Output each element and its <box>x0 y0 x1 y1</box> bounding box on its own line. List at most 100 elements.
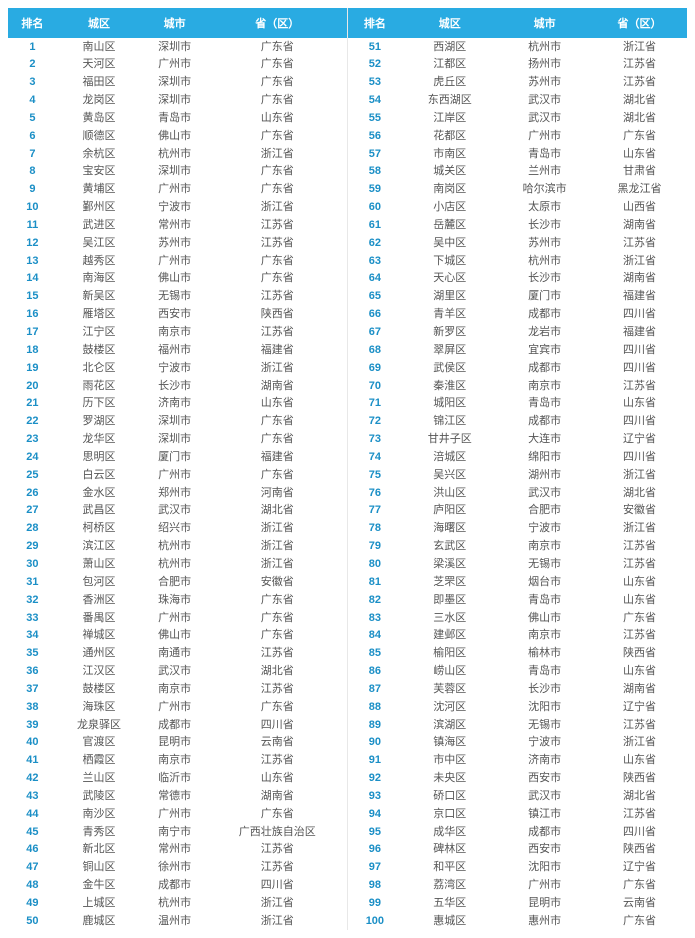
cell-rank: 61 <box>348 216 403 234</box>
cell-rank: 59 <box>348 181 403 199</box>
cell-rank: 76 <box>348 484 403 502</box>
cell-rank: 99 <box>348 895 403 913</box>
cell-city: 青岛市 <box>497 145 592 163</box>
cell-district: 花都区 <box>402 127 497 145</box>
col-province: 省（区） <box>208 8 347 38</box>
cell-district: 惠城区 <box>402 912 497 930</box>
cell-rank: 78 <box>348 520 403 538</box>
cell-city: 温州市 <box>141 912 208 930</box>
cell-city: 广州市 <box>141 466 208 484</box>
cell-province: 湖北省 <box>592 787 687 805</box>
cell-province: 江苏省 <box>592 555 687 573</box>
cell-district: 青羊区 <box>402 306 497 324</box>
cell-province: 山东省 <box>208 770 347 788</box>
cell-district: 江汉区 <box>57 663 142 681</box>
cell-city: 武汉市 <box>497 484 592 502</box>
cell-district: 越秀区 <box>57 252 142 270</box>
cell-rank: 21 <box>8 395 57 413</box>
cell-province: 浙江省 <box>592 466 687 484</box>
cell-rank: 30 <box>8 555 57 573</box>
cell-province: 湖南省 <box>592 270 687 288</box>
cell-rank: 35 <box>8 645 57 663</box>
table-row: 93硚口区武汉市湖北省 <box>348 787 688 805</box>
ranking-table-right: 排名 城区 城市 省（区） 51西湖区杭州市浙江省52江都区扬州市江苏省53虎丘… <box>348 8 688 930</box>
cell-province: 湖南省 <box>592 216 687 234</box>
cell-province: 广西壮族自治区 <box>208 823 347 841</box>
cell-province: 四川省 <box>592 341 687 359</box>
table-row: 71城阳区青岛市山东省 <box>348 395 688 413</box>
cell-rank: 20 <box>8 377 57 395</box>
cell-rank: 11 <box>8 216 57 234</box>
cell-province: 广东省 <box>208 163 347 181</box>
cell-city: 杭州市 <box>141 895 208 913</box>
cell-district: 南沙区 <box>57 805 142 823</box>
table-row: 1南山区深圳市广东省 <box>8 38 347 56</box>
cell-rank: 34 <box>8 627 57 645</box>
table-row: 97和平区沈阳市辽宁省 <box>348 859 688 877</box>
cell-rank: 63 <box>348 252 403 270</box>
table-row: 32香洲区珠海市广东省 <box>8 591 347 609</box>
cell-province: 江苏省 <box>592 56 687 74</box>
cell-district: 西湖区 <box>402 38 497 56</box>
cell-district: 下城区 <box>402 252 497 270</box>
table-row: 18鼓楼区福州市福建省 <box>8 341 347 359</box>
cell-city: 广州市 <box>141 181 208 199</box>
table-row: 36江汉区武汉市湖北省 <box>8 663 347 681</box>
cell-city: 合肥市 <box>141 573 208 591</box>
cell-province: 陕西省 <box>592 841 687 859</box>
cell-province: 浙江省 <box>592 734 687 752</box>
cell-district: 余杭区 <box>57 145 142 163</box>
cell-city: 厦门市 <box>141 448 208 466</box>
table-row: 88沈河区沈阳市辽宁省 <box>348 698 688 716</box>
cell-rank: 75 <box>348 466 403 484</box>
cell-province: 山东省 <box>208 109 347 127</box>
cell-city: 南京市 <box>141 752 208 770</box>
cell-city: 湖州市 <box>497 466 592 484</box>
cell-district: 香洲区 <box>57 591 142 609</box>
table-row: 85榆阳区榆林市陕西省 <box>348 645 688 663</box>
table-row: 44南沙区广州市广东省 <box>8 805 347 823</box>
cell-district: 黄岛区 <box>57 109 142 127</box>
cell-city: 无锡市 <box>497 716 592 734</box>
cell-rank: 87 <box>348 680 403 698</box>
cell-province: 江苏省 <box>592 538 687 556</box>
cell-rank: 28 <box>8 520 57 538</box>
cell-rank: 40 <box>8 734 57 752</box>
cell-province: 福建省 <box>592 324 687 342</box>
table-row: 37鼓楼区南京市江苏省 <box>8 680 347 698</box>
cell-city: 沈阳市 <box>497 859 592 877</box>
cell-rank: 64 <box>348 270 403 288</box>
cell-province: 广东省 <box>208 805 347 823</box>
cell-province: 广东省 <box>208 413 347 431</box>
table-row: 66青羊区成都市四川省 <box>348 306 688 324</box>
cell-province: 江苏省 <box>592 805 687 823</box>
cell-city: 成都市 <box>497 413 592 431</box>
cell-city: 成都市 <box>497 359 592 377</box>
table-row: 77庐阳区合肥市安徽省 <box>348 502 688 520</box>
table-row: 67新罗区龙岩市福建省 <box>348 324 688 342</box>
cell-province: 江苏省 <box>208 752 347 770</box>
cell-province: 江苏省 <box>592 377 687 395</box>
table-row: 28柯桥区绍兴市浙江省 <box>8 520 347 538</box>
cell-district: 未央区 <box>402 770 497 788</box>
cell-district: 顺德区 <box>57 127 142 145</box>
table-row: 55江岸区武汉市湖北省 <box>348 109 688 127</box>
table-row: 98荔湾区广州市广东省 <box>348 877 688 895</box>
cell-district: 吴中区 <box>402 234 497 252</box>
cell-rank: 92 <box>348 770 403 788</box>
cell-province: 广东省 <box>208 270 347 288</box>
cell-district: 五华区 <box>402 895 497 913</box>
cell-city: 成都市 <box>497 306 592 324</box>
table-row: 100惠城区惠州市广东省 <box>348 912 688 930</box>
table-row: 26金水区郑州市河南省 <box>8 484 347 502</box>
cell-district: 鼓楼区 <box>57 680 142 698</box>
cell-city: 西安市 <box>497 770 592 788</box>
table-row: 75吴兴区湖州市浙江省 <box>348 466 688 484</box>
table-row: 13越秀区广州市广东省 <box>8 252 347 270</box>
cell-rank: 93 <box>348 787 403 805</box>
cell-district: 白云区 <box>57 466 142 484</box>
cell-district: 锦江区 <box>402 413 497 431</box>
cell-city: 合肥市 <box>497 502 592 520</box>
cell-rank: 73 <box>348 431 403 449</box>
table-row: 29滨江区杭州市浙江省 <box>8 538 347 556</box>
